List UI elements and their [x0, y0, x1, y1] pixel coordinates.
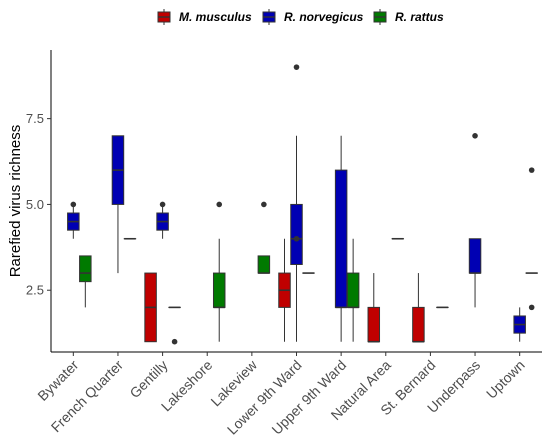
box-group — [334, 135, 348, 342]
box-group — [513, 307, 526, 342]
box — [334, 169, 348, 308]
box-group — [156, 201, 169, 239]
box — [367, 306, 381, 343]
box — [412, 306, 425, 343]
box-group — [168, 306, 181, 345]
box-group — [346, 238, 360, 342]
legend-label: R. norvegicus — [284, 10, 364, 24]
box-group — [257, 201, 271, 274]
outlier-point — [216, 201, 223, 208]
legend-item: R. norvegicus — [262, 9, 364, 25]
box-group — [468, 132, 482, 308]
legend: M. musculus R. norvegicus R. rattus — [157, 9, 444, 25]
legend-item: M. musculus — [157, 9, 252, 25]
outlier-point — [70, 201, 77, 208]
box — [257, 255, 271, 274]
outlier-point — [528, 304, 535, 311]
outlier-point — [528, 167, 535, 173]
outlier-point — [293, 64, 300, 70]
box-group — [525, 167, 538, 311]
outlier-point — [472, 132, 478, 139]
box — [212, 272, 226, 308]
box-group — [67, 201, 80, 239]
legend-label: R. rattus — [395, 10, 444, 24]
box-group — [111, 135, 125, 274]
y-tick-label: 7.5 — [26, 111, 44, 126]
y-tick-label: 5.0 — [26, 197, 44, 212]
legend-label: M. musculus — [179, 10, 252, 24]
y-axis-title: Rarefied virus richness — [7, 125, 24, 278]
box-group — [367, 273, 381, 343]
box-group — [290, 64, 303, 342]
box-group — [412, 273, 425, 343]
plot-area — [67, 64, 538, 345]
box — [468, 238, 482, 274]
box-group — [144, 272, 157, 343]
box-group — [212, 201, 226, 342]
outlier-point — [261, 201, 267, 208]
box — [79, 255, 92, 283]
box — [290, 203, 303, 265]
x-tick-label: Gentilly — [126, 357, 170, 401]
legend-item: R. rattus — [373, 9, 444, 25]
x-tick-label: Uptown — [483, 357, 528, 402]
outlier-point — [159, 201, 166, 208]
outlier-point — [171, 338, 178, 345]
outlier-point — [293, 235, 300, 242]
box — [346, 272, 360, 308]
box-group — [278, 238, 291, 342]
box-group — [79, 255, 92, 308]
y-tick-label: 2.5 — [26, 283, 44, 298]
